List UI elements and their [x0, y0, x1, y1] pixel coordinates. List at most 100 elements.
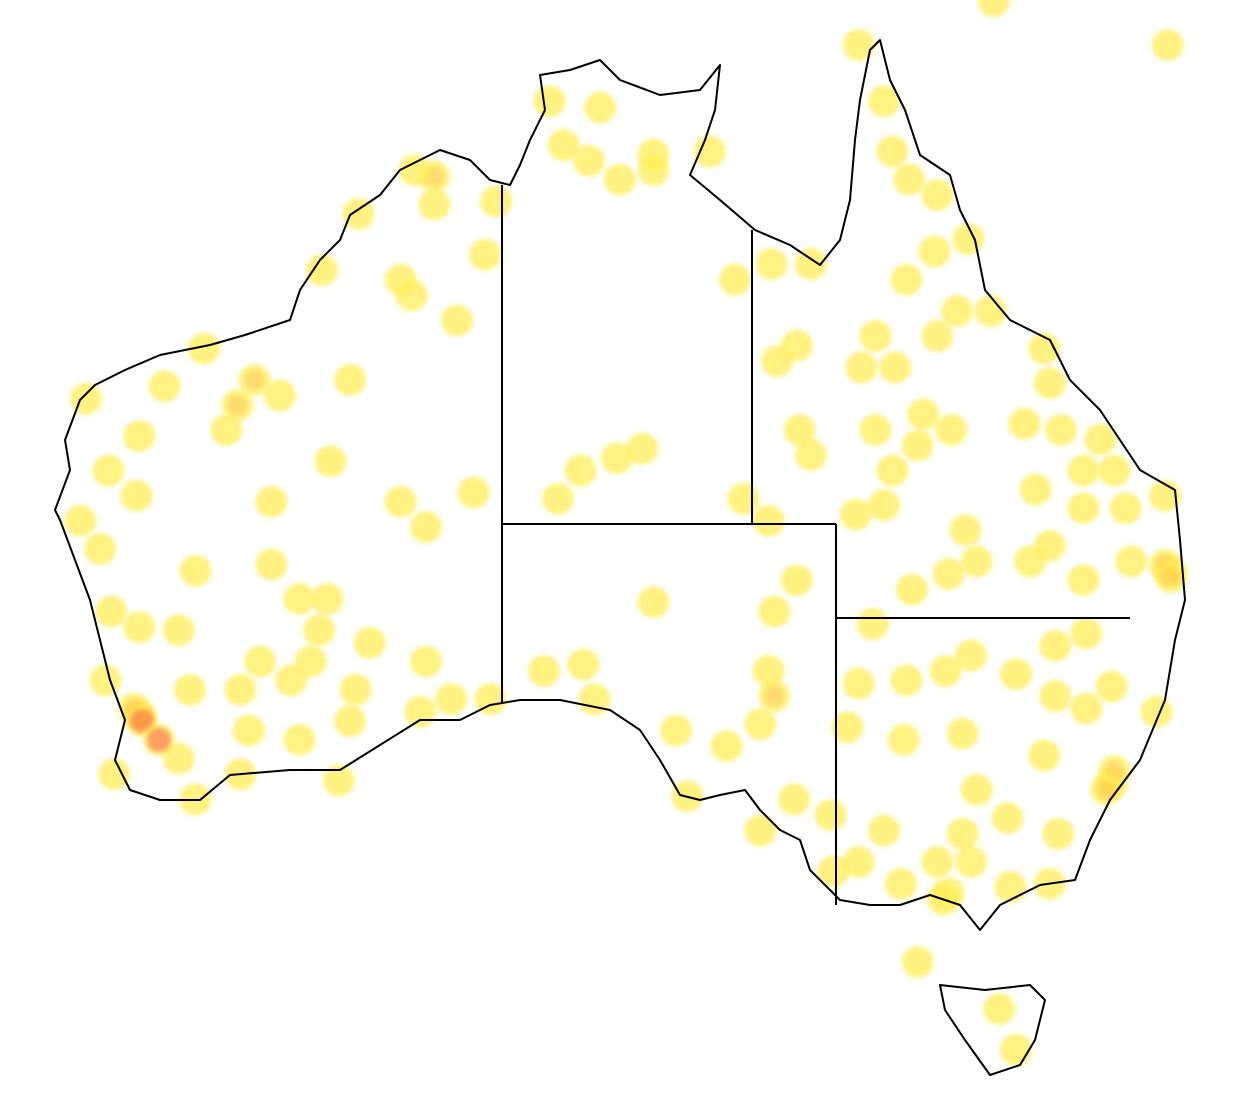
occurrence-point — [1000, 658, 1033, 691]
occurrence-point — [92, 454, 125, 487]
occurrence-point — [778, 783, 811, 816]
occurrence-point — [123, 611, 156, 644]
occurrence-point — [480, 185, 513, 218]
occurrence-point — [637, 154, 670, 187]
occurrence-point — [395, 279, 428, 312]
occurrence-point — [1033, 367, 1066, 400]
occurrence-point — [783, 413, 816, 446]
occurrence-point — [921, 179, 954, 212]
occurrence-point — [727, 482, 760, 515]
occurrence-point — [1000, 1033, 1033, 1066]
occurrence-point — [946, 717, 979, 750]
occurrence-point — [890, 664, 923, 697]
occurrence-point — [814, 798, 847, 831]
occurrence-point — [1039, 629, 1072, 662]
occurrence-point — [876, 135, 909, 168]
occurrence-point — [162, 614, 195, 647]
occurrence-point — [780, 564, 813, 597]
occurrence-point — [949, 514, 982, 547]
occurrence-point — [794, 248, 827, 281]
occurrence-point — [255, 548, 288, 581]
occurrence-point — [64, 504, 97, 537]
occurrence-point — [541, 482, 574, 515]
occurrence-point — [468, 238, 501, 271]
occurrence-point — [398, 154, 431, 187]
occurrence-point — [564, 454, 597, 487]
occurrence-point — [334, 363, 367, 396]
occurrence-point — [859, 413, 892, 446]
occurrence-point — [893, 163, 926, 196]
density-hotspot — [130, 709, 155, 734]
occurrence-point — [941, 295, 974, 328]
mainland-coastline — [54, 39, 1186, 931]
occurrence-point — [896, 573, 929, 606]
occurrence-point — [1067, 492, 1100, 525]
occurrence-point — [353, 626, 386, 659]
occurrence-point — [584, 91, 617, 124]
occurrence-point — [283, 583, 316, 616]
occurrence-point — [69, 382, 102, 415]
occurrence-point — [1084, 423, 1117, 456]
occurrence-point — [1098, 454, 1131, 487]
occurrence-point — [244, 645, 277, 678]
occurrence-point — [342, 198, 375, 231]
occurrence-point — [1028, 332, 1061, 365]
occurrence-point — [457, 476, 490, 509]
occurrence-point — [901, 946, 934, 979]
occurrence-point — [1044, 413, 1077, 446]
occurrence-point — [991, 802, 1024, 835]
occurrence-point — [303, 614, 336, 647]
occurrence-point — [311, 583, 344, 616]
occurrence-point — [305, 254, 338, 287]
occurrence-point — [845, 351, 878, 384]
occurrence-point — [1115, 545, 1148, 578]
density-hotspot — [1095, 779, 1116, 800]
state-borders — [501, 185, 1130, 905]
occurrence-point — [547, 129, 580, 162]
occurrence-point — [173, 673, 206, 706]
occurrence-point — [1019, 473, 1052, 506]
occurrence-point — [761, 345, 794, 378]
occurrence-point — [955, 639, 988, 672]
occurrence-point — [901, 429, 934, 462]
occurrence-point — [831, 711, 864, 744]
occurrence-point — [148, 370, 181, 403]
occurrence-point — [887, 723, 920, 756]
occurrence-point — [842, 29, 875, 61]
occurrence-point — [567, 648, 600, 681]
occurrence-point — [935, 413, 968, 446]
occurrence-point — [744, 814, 777, 847]
occurrence-point — [994, 870, 1027, 903]
occurrence-point — [334, 705, 367, 738]
occurrence-point — [1067, 454, 1100, 487]
occurrence-point — [1039, 680, 1072, 713]
occurrence-point — [409, 511, 442, 544]
occurrence-point — [572, 144, 605, 177]
occurrence-point — [578, 683, 611, 716]
occurrence-point — [440, 304, 473, 337]
occurrence-point — [187, 332, 220, 365]
density-points — [64, 0, 1187, 1066]
occurrence-point — [856, 608, 889, 641]
occurrence-point — [322, 764, 355, 797]
occurrence-point — [960, 773, 993, 806]
occurrence-point — [955, 845, 988, 878]
occurrence-point — [1151, 29, 1184, 61]
occurrence-point — [977, 0, 1010, 18]
occurrence-point — [275, 664, 308, 697]
occurrence-point — [752, 655, 785, 687]
occurrence-point — [794, 439, 827, 472]
occurrence-point — [921, 845, 954, 878]
density-hotspot — [1160, 567, 1181, 588]
occurrence-point — [601, 442, 633, 475]
occurrence-point — [960, 545, 993, 578]
occurrence-point — [527, 655, 560, 687]
occurrence-point — [884, 867, 917, 900]
occurrence-point — [120, 479, 153, 512]
occurrence-point — [255, 485, 288, 518]
coastline — [54, 39, 1186, 1076]
occurrence-point — [603, 163, 636, 196]
occurrence-point — [839, 498, 872, 531]
occurrence-point — [418, 188, 451, 221]
occurrence-point — [876, 454, 909, 487]
